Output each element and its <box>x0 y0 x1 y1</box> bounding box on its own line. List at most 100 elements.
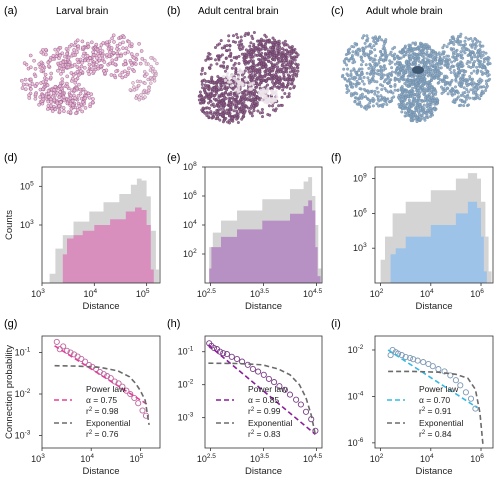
panel-d-letter: (d) <box>4 152 17 164</box>
x-tick-label-exponent: 3.5 <box>260 288 269 295</box>
central-neuron-dot <box>274 81 278 85</box>
central-neuron-dot <box>210 94 214 98</box>
larval-neuron-dot <box>40 94 45 99</box>
central-neuron-dot <box>287 94 291 98</box>
whole-neuron-dot <box>485 82 489 86</box>
larval-neuron-dot <box>88 102 93 106</box>
y-tick-label-exponent: 8 <box>193 161 197 168</box>
central-neuron-dot <box>229 105 233 109</box>
whole-neuron-dot <box>472 86 476 90</box>
whole-neuron-dot <box>486 74 490 78</box>
central-highlight-dot <box>240 81 244 85</box>
whole-neuron-dot <box>473 53 477 57</box>
central-neuron-dot <box>230 66 234 70</box>
larval-neuron-dot <box>75 38 80 43</box>
y-tick-label-base: 10 <box>15 431 25 441</box>
larval-neuron-dot <box>118 73 122 78</box>
whole-neuron-dot <box>407 101 411 105</box>
central-neuron-dot <box>288 70 292 74</box>
central-neuron-dot <box>227 48 231 52</box>
whole-neuron-dot <box>467 103 471 107</box>
histogram-area <box>380 173 492 283</box>
central-neuron-dot <box>257 62 261 66</box>
larval-neuron-dot <box>97 54 102 58</box>
whole-neuron-dot <box>421 106 425 110</box>
central-neuron-dot <box>222 46 226 50</box>
whole-neuron-dot <box>379 94 383 98</box>
data-point <box>293 396 300 403</box>
whole-neuron-dot <box>424 70 428 74</box>
whole-neuron-dot <box>455 52 459 56</box>
r2-value: = 0.91 <box>425 406 452 416</box>
whole-neuron-dot <box>441 80 445 84</box>
central-neuron-dot <box>273 109 277 113</box>
y-tick-label: 109 <box>353 173 367 184</box>
whole-neuron-dot <box>364 45 368 49</box>
whole-neuron-dot <box>469 88 473 92</box>
central-neuron-dot <box>281 70 285 74</box>
whole-neuron-dot <box>404 96 408 100</box>
central-neuron-dot <box>258 111 262 115</box>
whole-neuron-dot <box>418 117 422 121</box>
central-neuron-dot <box>219 107 223 111</box>
larval-neuron-dot <box>109 73 114 77</box>
central-highlight-dot <box>238 68 242 72</box>
whole-neuron-dot <box>440 91 444 95</box>
x-tick-label-base: 10 <box>130 454 140 464</box>
whole-neuron-dot <box>484 79 488 83</box>
larval-neuron-dot <box>128 88 133 92</box>
central-neuron-dot <box>246 31 250 35</box>
central-neuron-dot <box>242 52 246 56</box>
whole-neuron-dot <box>375 63 379 67</box>
central-neuron-dot <box>216 74 220 78</box>
y-tick-label-exponent: -3 <box>25 430 31 437</box>
panel-h-letter: (h) <box>167 318 180 330</box>
whole-neuron-dot <box>353 42 357 46</box>
larval-neuron-dot <box>129 42 134 47</box>
whole-neuron-dot <box>405 114 409 118</box>
panel-g-letter: (g) <box>4 318 17 330</box>
central-neuron-dot <box>219 39 223 43</box>
x-tick-label-base: 10 <box>31 289 41 299</box>
whole-neuron-dot <box>427 89 431 93</box>
central-neuron-dot <box>255 63 259 67</box>
central-neuron-dot <box>273 54 277 58</box>
whole-neuron-dot <box>346 67 350 71</box>
central-neuron-dot <box>239 95 243 99</box>
panel-b-letter: (b) <box>167 5 180 17</box>
larval-neuron-dot <box>33 92 38 97</box>
whole-neuron-dot <box>357 96 361 100</box>
whole-neuron-dot <box>467 90 471 94</box>
larval-neuron-dot <box>65 51 69 56</box>
whole-neuron-dot <box>393 52 397 56</box>
central-neuron-dot <box>203 71 207 75</box>
legend-power-r2: r2 = 0.99 <box>248 406 281 416</box>
larval-neuron-dot <box>73 80 77 85</box>
larval-neuron-dot <box>64 47 69 51</box>
whole-neuron-dot <box>468 74 472 78</box>
central-neuron-dot <box>206 101 210 105</box>
central-highlight-dot <box>266 99 270 103</box>
central-neuron-dot <box>211 102 215 106</box>
whole-neuron-dot <box>445 57 449 61</box>
whole-neuron-dot <box>390 54 394 58</box>
whole-neuron-dot <box>422 92 426 96</box>
whole-neuron-dot <box>361 36 365 40</box>
y-tick-label-base: 10 <box>178 347 188 357</box>
central-highlight-dot <box>272 97 276 101</box>
whole-neuron-dot <box>434 62 438 66</box>
whole-neuron-dot <box>389 85 393 89</box>
central-neuron-dot <box>284 42 288 46</box>
x-tick-label-base: 10 <box>370 289 380 299</box>
larval-neuron-dot <box>91 97 95 101</box>
whole-neuron-dot <box>410 74 414 78</box>
whole-neuron-dot <box>474 82 478 86</box>
whole-neuron-dot <box>449 88 453 92</box>
panel-c-letter: (c) <box>331 5 344 17</box>
whole-neuron-dot <box>394 77 398 81</box>
whole-neuron-dot <box>364 63 368 67</box>
x-tick-label: 102.5 <box>197 288 216 299</box>
legend-power-name: Power law <box>248 384 288 394</box>
whole-neuron-dot <box>410 53 414 57</box>
x-tick-label-exponent: 3.5 <box>260 453 269 460</box>
